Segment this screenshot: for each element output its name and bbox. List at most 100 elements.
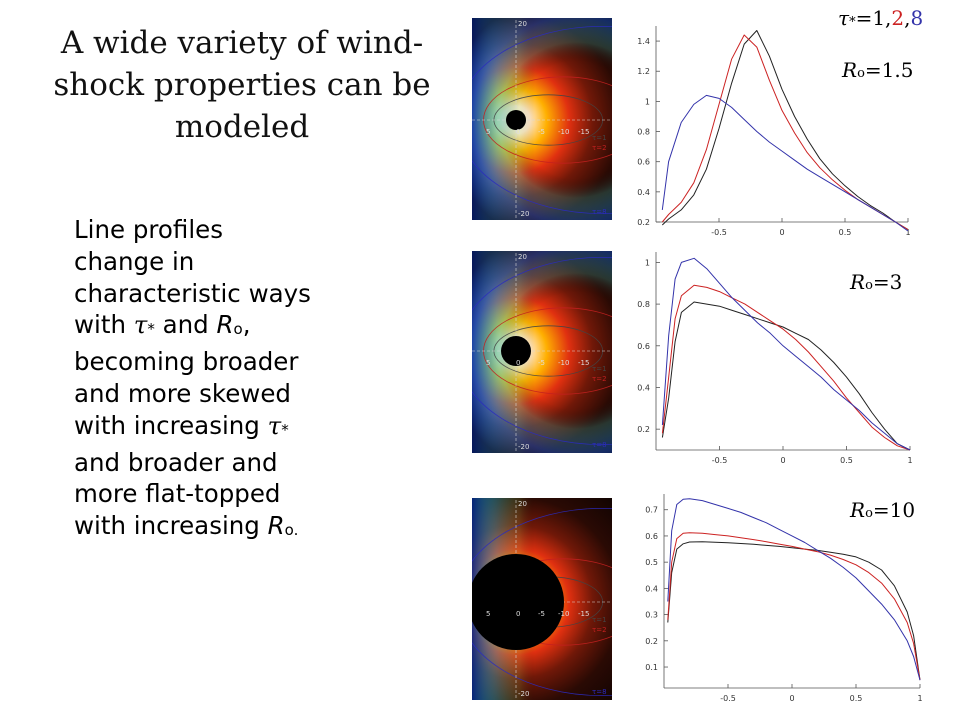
wind-map-panel: 20 -20 5 0 -5 -10 -15 τ=1 τ=2 τ=8 — [457, 18, 746, 220]
map-axis-label: -20 — [518, 210, 529, 218]
x-tick-label: 0 — [780, 456, 785, 465]
body-text-fragment: with — [74, 310, 134, 340]
y-tick-label: 0.8 — [637, 128, 650, 137]
map-tick-label: 0 — [516, 128, 520, 136]
ro-label-symbol: R — [850, 270, 866, 294]
map-tick-label: -10 — [558, 359, 569, 367]
y-tick-label: 0.2 — [637, 425, 650, 434]
map-tick-label: -5 — [538, 359, 545, 367]
map-axis-label: 20 — [518, 253, 527, 261]
tau-subscript: * — [147, 320, 155, 339]
r-subscript: o — [233, 320, 243, 339]
y-tick-label: 1 — [645, 258, 650, 267]
y-tick-label: 0.4 — [645, 584, 658, 593]
map-axis-label: -20 — [518, 690, 529, 698]
tau-symbol: τ — [267, 410, 282, 440]
tau-2-label: τ=2 — [592, 626, 607, 634]
tau-symbol: τ — [838, 6, 850, 30]
y-tick-label: 0.6 — [637, 342, 650, 351]
line-profile-plot: 0.2 0.4 0.6 0.8 1 1.2 1.4 -0.5 0 0.5 1 — [618, 18, 918, 246]
x-tick-label: -0.5 — [712, 456, 728, 465]
y-tick-label: 0.7 — [645, 506, 658, 515]
tau-1-label: τ=1 — [592, 134, 607, 142]
y-tick-label: 0.1 — [645, 663, 658, 672]
tau-8-label: τ=8 — [592, 688, 607, 696]
profile-series-line — [667, 541, 921, 681]
tau-8-label: τ=8 — [592, 208, 607, 216]
tau-2-label: τ=2 — [592, 144, 607, 152]
r-subscript: o. — [284, 521, 299, 540]
ro-label: Ro=10 — [850, 498, 915, 522]
body-text: Line profiles change in characteristic w… — [74, 214, 404, 547]
map-tick-label: 5 — [486, 128, 490, 136]
body-line: with τ* and Ro, — [74, 309, 404, 346]
x-tick-label: 1 — [907, 456, 912, 465]
tau-8-label: τ=8 — [592, 441, 607, 449]
wind-map: 20 -20 5 0 -5 -10 -15τ=1 τ=2 τ=8 — [457, 18, 746, 220]
tau-1-label: τ=1 — [592, 365, 607, 373]
star-disk — [468, 554, 564, 650]
line-profile-plot: 0.2 0.4 0.6 0.8 1 -0.5 0 0.5 1 — [618, 244, 918, 472]
y-tick-label: 0.2 — [637, 218, 650, 227]
ro-label-value: =3 — [872, 270, 903, 294]
legend-prefix: =1, — [855, 6, 892, 30]
star-disk — [501, 336, 531, 366]
body-line: with increasing τ* — [74, 410, 404, 447]
y-tick-label: 1 — [645, 97, 650, 106]
wind-map: 20 -20 5 0 -5 -10 -15τ=1 τ=2 τ=8 — [457, 498, 746, 700]
body-line: becoming broader — [74, 347, 299, 377]
profile-series-line — [667, 532, 921, 681]
y-tick-label: 0.2 — [645, 637, 658, 646]
map-tick-label: 5 — [486, 610, 490, 618]
body-line: more flat-topped — [74, 479, 281, 509]
body-text-fragment: and — [154, 310, 217, 340]
map-tick-label: 5 — [486, 359, 490, 367]
profile-series-line — [667, 498, 921, 681]
map-shading — [472, 18, 612, 220]
line-profile-chart: 0.2 0.4 0.6 0.8 1 1.2 1.4 -0.5 0 0.5 1 — [637, 26, 911, 237]
x-tick-label: 0.5 — [840, 456, 853, 465]
y-tick-label: 0.4 — [637, 383, 650, 392]
x-tick-label: 0.5 — [850, 694, 863, 703]
legend-comma: , — [904, 6, 911, 30]
wind-map-panel: 20 -20 5 0 -5 -10 -15 τ=1 τ=2 τ=8 — [457, 498, 746, 700]
wind-map: 20 -20 5 0 -5 -10 -15τ=1 τ=2 τ=8 — [457, 251, 746, 453]
line-profile-chart: 0.1 0.2 0.3 0.4 0.5 0.6 0.7 -0.5 0 0.5 1 — [645, 494, 923, 703]
body-line: Line profiles — [74, 215, 223, 244]
map-axis-label: 20 — [518, 20, 527, 28]
body-line: and broader and — [74, 447, 278, 477]
body-line: with increasing Ro. — [74, 510, 404, 547]
x-tick-label: 1 — [917, 694, 922, 703]
profile-series-line — [661, 94, 909, 232]
map-tick-label: -10 — [558, 610, 569, 618]
ro-label-symbol: R — [850, 498, 866, 522]
ro-label: Ro=3 — [850, 270, 902, 294]
map-axis-label: 20 — [518, 500, 527, 508]
ro-label-subscript: o — [865, 506, 873, 521]
r-symbol: R — [267, 511, 285, 541]
body-text-fragment: with increasing — [74, 410, 268, 440]
x-tick-label: 0 — [789, 694, 794, 703]
y-tick-label: 0.8 — [637, 300, 650, 309]
body-line: characteristic ways — [74, 278, 311, 308]
map-tick-label: -15 — [578, 610, 589, 618]
map-tick-label: -5 — [538, 128, 545, 136]
tau-2-label: τ=2 — [592, 375, 607, 383]
y-tick-label: 1.2 — [637, 67, 650, 76]
x-tick-label: 0 — [779, 228, 784, 237]
map-tick-label: -5 — [538, 610, 545, 618]
line-profile-plot: 0.1 0.2 0.3 0.4 0.5 0.6 0.7 -0.5 0 0.5 1 — [618, 488, 928, 714]
y-tick-label: 0.6 — [637, 158, 650, 167]
profile-series-line — [661, 257, 911, 451]
y-tick-label: 0.5 — [645, 558, 658, 567]
slide-title: A wide variety of wind- shock properties… — [53, 25, 431, 145]
map-tick-label: -15 — [578, 359, 589, 367]
ro-label-symbol: R — [842, 58, 858, 82]
y-tick-label: 0.6 — [645, 532, 658, 541]
ro-label-subscript: o — [865, 278, 873, 293]
body-text-fragment: , — [242, 310, 251, 340]
map-shading — [472, 251, 612, 453]
tau-symbol: τ — [133, 310, 148, 340]
ro-label: Ro=1.5 — [842, 58, 913, 82]
tau-legend: τ*=1,2,8 — [838, 6, 923, 30]
